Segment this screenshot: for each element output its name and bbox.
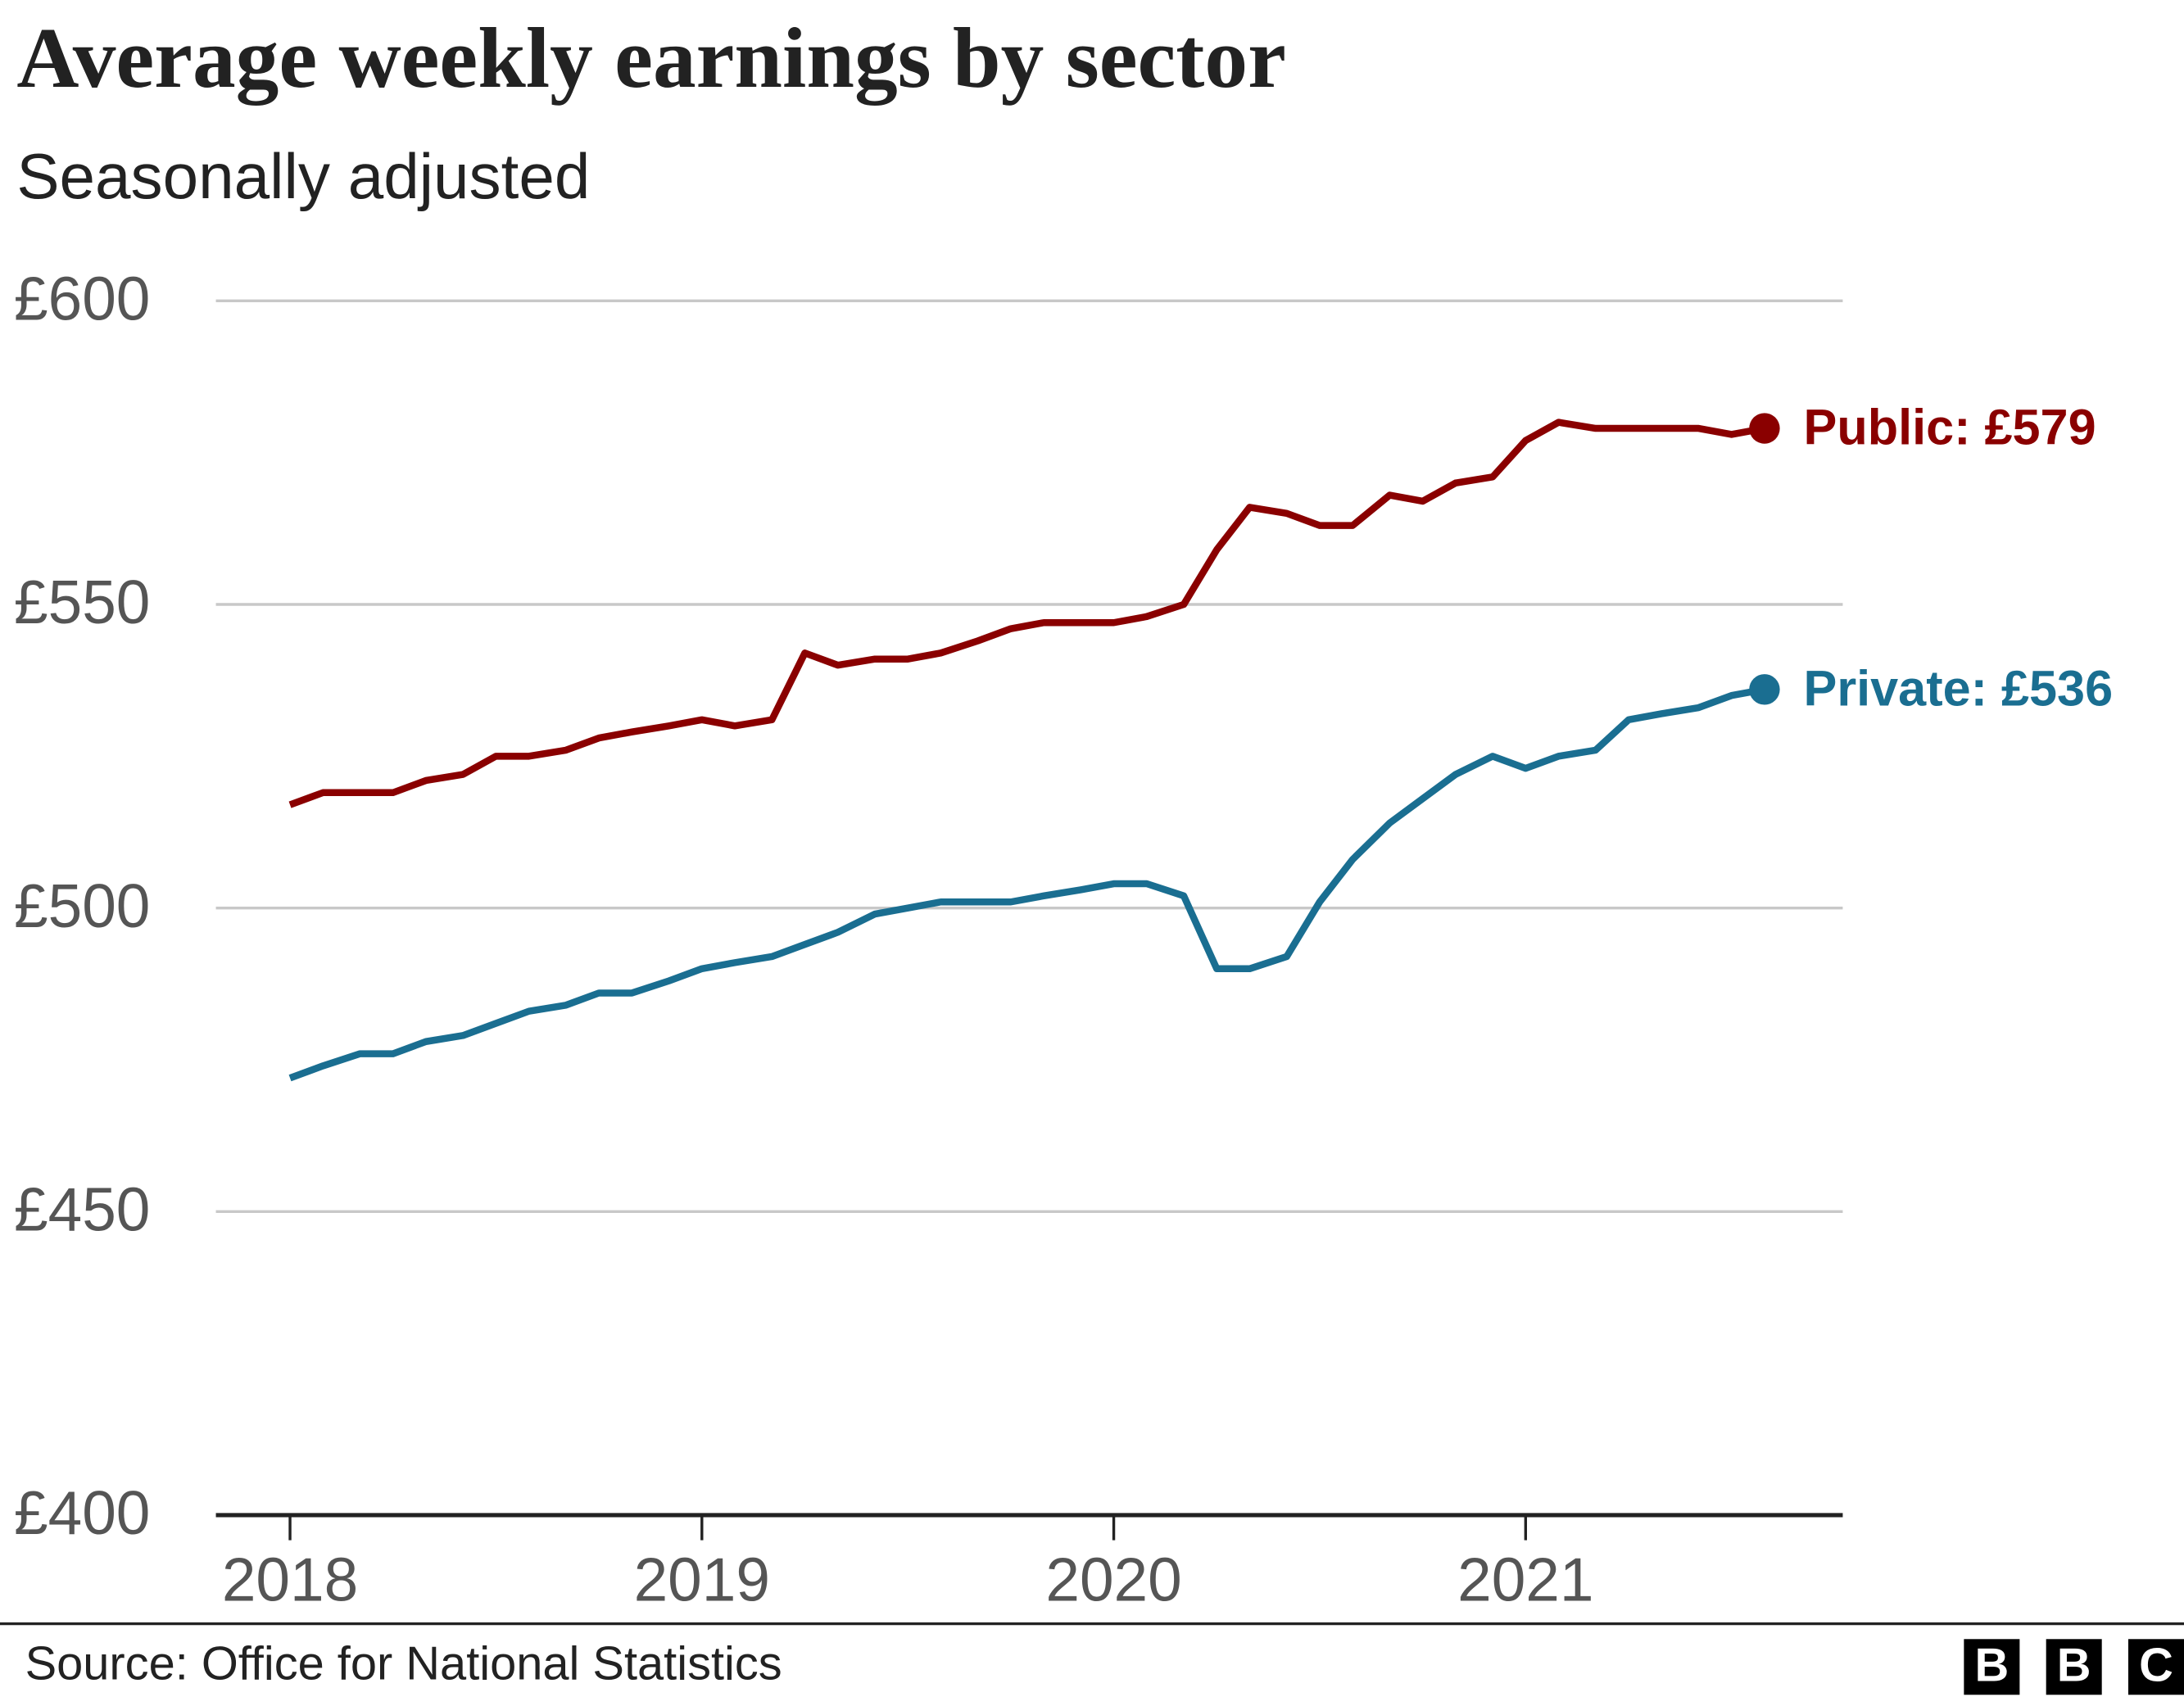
chart-title: Average weekly earnings by sector bbox=[16, 10, 1286, 106]
y-tick-label: £500 bbox=[14, 871, 150, 940]
logo-box bbox=[2046, 1639, 2102, 1695]
series-line bbox=[288, 419, 1765, 808]
end-dot bbox=[1749, 413, 1780, 444]
logo-letter: B bbox=[2057, 1639, 2091, 1691]
end-label: Public: £579 bbox=[1804, 400, 2096, 455]
series-line bbox=[288, 686, 1765, 1082]
source: Source: Office for National Statistics bbox=[25, 1638, 782, 1690]
end-dot bbox=[1749, 674, 1780, 705]
logo-letter: B bbox=[1974, 1639, 2009, 1691]
logo-letter: C bbox=[2139, 1639, 2173, 1691]
y-tick-label: £400 bbox=[14, 1478, 150, 1547]
end-label: Private: £536 bbox=[1804, 660, 2114, 716]
x-tick-label: 2019 bbox=[634, 1545, 770, 1614]
y-tick-label: £600 bbox=[14, 265, 150, 333]
y-tick-label: £550 bbox=[14, 568, 150, 636]
x-tick-label: 2020 bbox=[1045, 1545, 1181, 1614]
chart-subtitle: Seasonally adjusted bbox=[16, 140, 590, 212]
x-tick-label: 2018 bbox=[222, 1545, 358, 1614]
y-tick-label: £450 bbox=[14, 1174, 150, 1243]
logo-box bbox=[2127, 1639, 2184, 1695]
logo-box bbox=[1964, 1639, 2020, 1695]
x-tick-label: 2021 bbox=[1457, 1545, 1593, 1614]
